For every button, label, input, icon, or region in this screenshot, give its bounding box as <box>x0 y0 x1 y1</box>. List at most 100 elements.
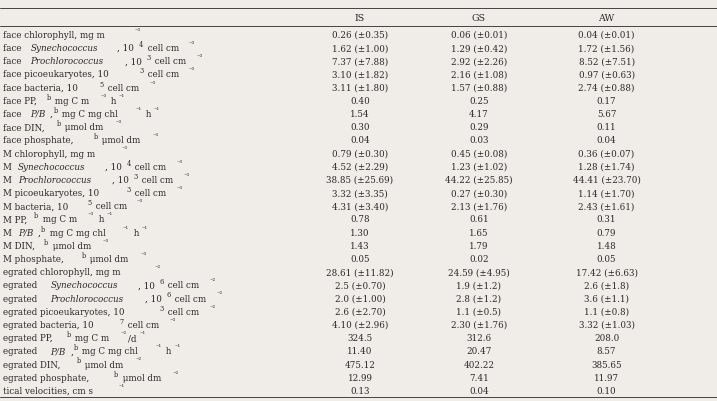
Text: 4.10 (±2.96): 4.10 (±2.96) <box>332 320 388 329</box>
Text: h: h <box>130 228 139 237</box>
Text: mg C m: mg C m <box>52 97 90 105</box>
Text: μmol dm: μmol dm <box>120 373 161 382</box>
Text: ⁻²: ⁻² <box>173 370 179 378</box>
Text: 11.97: 11.97 <box>594 373 619 382</box>
Text: 402.22: 402.22 <box>463 360 495 369</box>
Text: , 10: , 10 <box>138 281 155 290</box>
Text: cell cm: cell cm <box>92 202 127 211</box>
Text: 1.29 (±0.42): 1.29 (±0.42) <box>451 44 507 53</box>
Text: face PP,: face PP, <box>3 97 37 105</box>
Text: 0.27 (±0.30): 0.27 (±0.30) <box>451 188 507 198</box>
Text: 3.6 (±1.1): 3.6 (±1.1) <box>584 294 629 303</box>
Text: 44.41 (±23.70): 44.41 (±23.70) <box>573 176 640 184</box>
Text: 0.03: 0.03 <box>469 136 489 145</box>
Text: 1.1 (±0.5): 1.1 (±0.5) <box>457 307 501 316</box>
Text: 312.6: 312.6 <box>466 333 492 342</box>
Text: 1.79: 1.79 <box>469 241 489 250</box>
Text: ⁻²: ⁻² <box>155 264 161 272</box>
Text: ⁻³: ⁻³ <box>137 198 143 207</box>
Text: 0.04: 0.04 <box>350 136 370 145</box>
Text: , 10: , 10 <box>113 176 129 184</box>
Text: cell cm: cell cm <box>105 83 139 92</box>
Text: Prochlorococcus: Prochlorococcus <box>51 294 124 303</box>
Text: 8.52 (±7.51): 8.52 (±7.51) <box>579 57 635 66</box>
Text: Synechococcus: Synechococcus <box>18 162 85 171</box>
Text: 385.65: 385.65 <box>592 360 622 369</box>
Text: 0.04: 0.04 <box>597 136 617 145</box>
Text: 324.5: 324.5 <box>347 333 373 342</box>
Text: 1.65: 1.65 <box>469 228 489 237</box>
Text: face phosphate,: face phosphate, <box>3 136 73 145</box>
Text: cell cm: cell cm <box>145 70 179 79</box>
Text: mg C m: mg C m <box>72 333 110 342</box>
Text: 0.45 (±0.08): 0.45 (±0.08) <box>451 149 507 158</box>
Text: 3.32 (±3.35): 3.32 (±3.35) <box>332 188 388 198</box>
Text: ⁻²: ⁻² <box>209 304 215 312</box>
Text: 0.78: 0.78 <box>350 215 370 224</box>
Text: egrated bacteria, 10: egrated bacteria, 10 <box>3 320 93 329</box>
Text: GS: GS <box>472 14 486 22</box>
Text: 0.29: 0.29 <box>469 123 489 132</box>
Text: face chlorophyll, mg m: face chlorophyll, mg m <box>3 31 105 40</box>
Text: 12.99: 12.99 <box>348 373 372 382</box>
Text: 0.97 (±0.63): 0.97 (±0.63) <box>579 70 635 79</box>
Text: ⁻¹: ⁻¹ <box>119 383 125 391</box>
Text: 4.52 (±2.29): 4.52 (±2.29) <box>332 162 388 171</box>
Text: 1.48: 1.48 <box>597 241 617 250</box>
Text: 4: 4 <box>139 41 143 49</box>
Text: 7.41: 7.41 <box>469 373 489 382</box>
Text: ⁻³: ⁻³ <box>169 317 176 325</box>
Text: 7.37 (±7.88): 7.37 (±7.88) <box>332 57 388 66</box>
Text: 1.57 (±0.88): 1.57 (±0.88) <box>451 83 507 92</box>
Text: ⁻³: ⁻³ <box>176 159 183 167</box>
Text: 4: 4 <box>127 159 131 167</box>
Text: ⁻¹: ⁻¹ <box>154 107 160 115</box>
Text: 17.42 (±6.63): 17.42 (±6.63) <box>576 267 637 277</box>
Text: ⁻¹: ⁻¹ <box>141 225 148 233</box>
Text: mg C mg chl: mg C mg chl <box>60 110 118 119</box>
Text: M: M <box>3 228 14 237</box>
Text: 11.40: 11.40 <box>347 346 373 355</box>
Text: ⁻¹: ⁻¹ <box>156 343 161 351</box>
Text: 6: 6 <box>159 277 163 286</box>
Text: 2.16 (±1.08): 2.16 (±1.08) <box>451 70 507 79</box>
Text: 1.30: 1.30 <box>350 228 370 237</box>
Text: ,: , <box>50 110 53 119</box>
Text: 5.67: 5.67 <box>597 110 617 119</box>
Text: 0.11: 0.11 <box>597 123 617 132</box>
Text: M bacteria, 10: M bacteria, 10 <box>3 202 68 211</box>
Text: cell cm: cell cm <box>133 162 166 171</box>
Text: tical velocities, cm s: tical velocities, cm s <box>3 386 93 395</box>
Text: ⁻³: ⁻³ <box>184 172 190 180</box>
Text: Prochlorococcus: Prochlorococcus <box>18 176 91 184</box>
Text: egrated: egrated <box>3 294 40 303</box>
Text: b: b <box>47 93 51 101</box>
Text: b: b <box>82 251 85 259</box>
Text: cell cm: cell cm <box>165 307 199 316</box>
Text: egrated chlorophyll, mg m: egrated chlorophyll, mg m <box>3 267 120 277</box>
Text: b: b <box>44 238 49 246</box>
Text: 1.62 (±1.00): 1.62 (±1.00) <box>332 44 388 53</box>
Text: 0.13: 0.13 <box>350 386 370 395</box>
Text: b: b <box>54 107 58 115</box>
Text: μmol dm: μmol dm <box>100 136 141 145</box>
Text: ⁻¹: ⁻¹ <box>139 330 146 338</box>
Text: b: b <box>114 370 118 378</box>
Text: face DIN,: face DIN, <box>3 123 44 132</box>
Text: ,: , <box>70 346 73 355</box>
Text: cell cm: cell cm <box>133 188 166 198</box>
Text: cell cm: cell cm <box>165 281 199 290</box>
Text: 0.26 (±0.35): 0.26 (±0.35) <box>332 31 388 40</box>
Text: 28.61 (±11.82): 28.61 (±11.82) <box>326 267 394 277</box>
Text: ⁻²: ⁻² <box>217 291 222 299</box>
Text: ⁻³: ⁻³ <box>122 146 128 154</box>
Text: b: b <box>42 225 45 233</box>
Text: 2.0 (±1.00): 2.0 (±1.00) <box>335 294 385 303</box>
Text: M picoeukaryotes, 10: M picoeukaryotes, 10 <box>3 188 99 198</box>
Text: 0.61: 0.61 <box>469 215 489 224</box>
Text: P/B: P/B <box>30 110 46 119</box>
Text: 0.31: 0.31 <box>597 215 617 224</box>
Text: 0.40: 0.40 <box>350 97 370 105</box>
Text: egrated: egrated <box>3 346 40 355</box>
Text: Prochlorococcus: Prochlorococcus <box>30 57 103 66</box>
